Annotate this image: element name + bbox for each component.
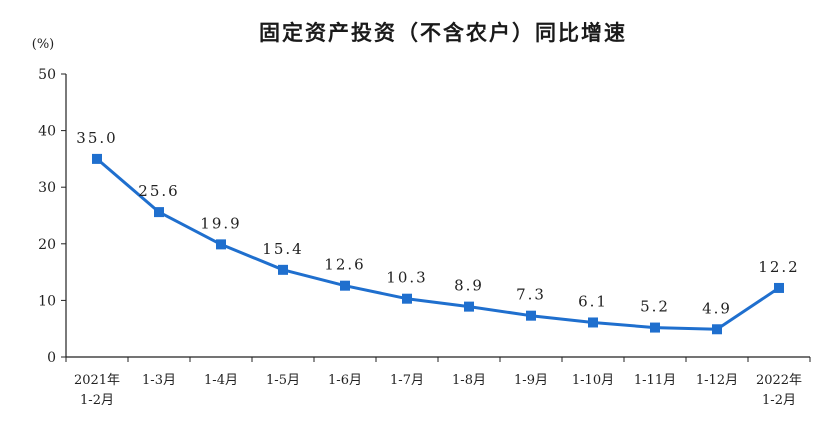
axes	[65, 74, 810, 358]
data-point-marker	[92, 153, 102, 164]
x-tick-label-line: 1-8月	[452, 373, 486, 388]
x-tick-label-line: 1-12月	[696, 373, 738, 388]
x-tick-label: 1-9月	[514, 373, 548, 388]
x-tick-label-line: 1-2月	[762, 393, 796, 408]
data-labels: 35.0 25.6 19.9 15.4 12.6 10.3 8.9 7.3 6.1 5.2 4.9 1…	[76, 129, 799, 317]
x-tick-label: 1-3月	[142, 373, 176, 388]
data-point-marker	[526, 310, 536, 321]
data-label: 6.1	[578, 292, 608, 310]
data-label: 25.6	[138, 182, 179, 200]
data-point-marker	[278, 264, 288, 275]
y-tick-label: 50	[38, 67, 56, 83]
x-tick-label-line: 1-3月	[142, 373, 176, 388]
y-tick-label: 30	[38, 180, 56, 196]
data-label: 35.0	[76, 129, 117, 147]
data-label: 19.9	[200, 214, 241, 232]
data-points	[92, 153, 784, 335]
y-tick-label: 40	[38, 124, 56, 140]
data-label: 12.2	[758, 258, 799, 276]
x-tick-label: 1-5月	[266, 373, 300, 388]
data-point-marker	[650, 322, 660, 333]
x-tick-label: 1-12月	[696, 373, 738, 388]
data-point-marker	[402, 293, 412, 304]
series-line	[95, 157, 781, 331]
data-label: 5.2	[640, 298, 670, 316]
x-tick-label-line: 2022年	[756, 373, 802, 388]
x-axis-ticks: 2021年 1-2月 1-3月 1-4月 1-5月 1-6月 1-7月 1-8月 1-9月 1-1…	[65, 357, 811, 408]
x-tick-label: 1-4月	[204, 373, 238, 388]
x-tick-label-line: 2021年	[74, 373, 120, 388]
data-label: 7.3	[516, 286, 546, 304]
data-label: 8.9	[454, 277, 484, 295]
y-tick-label: 0	[47, 350, 56, 366]
data-point-marker	[588, 317, 598, 328]
x-tick-label: 2021年 1-2月	[74, 373, 120, 408]
x-tick-label-line: 1-11月	[634, 373, 676, 388]
x-tick-label: 1-11月	[634, 373, 676, 388]
x-tick-label: 1-6月	[328, 373, 362, 388]
y-axis-unit-label: (%)	[32, 37, 55, 52]
x-tick-label-line: 1-7月	[390, 373, 424, 388]
x-tick-label-line: 1-2月	[80, 393, 114, 408]
x-tick-label: 1-8月	[452, 373, 486, 388]
data-point-marker	[216, 239, 226, 250]
x-tick-label: 2022年 1-2月	[756, 373, 802, 408]
data-label: 4.9	[702, 299, 732, 317]
data-point-marker	[154, 207, 164, 218]
chart-title: 固定资产投资（不含农户）同比增速	[259, 21, 627, 45]
y-tick-label: 20	[38, 237, 56, 253]
data-point-marker	[464, 301, 474, 312]
y-axis-ticks: 0 10 20 30 40 50	[38, 67, 66, 366]
x-tick-label-line: 1-5月	[266, 373, 300, 388]
data-label: 10.3	[386, 269, 427, 287]
data-label: 12.6	[324, 256, 365, 274]
x-tick-label-line: 1-10月	[572, 373, 614, 388]
data-point-marker	[712, 324, 722, 335]
data-label: 15.4	[262, 240, 303, 258]
x-tick-label-line: 1-6月	[328, 373, 362, 388]
x-tick-label: 1-7月	[390, 373, 424, 388]
data-point-marker	[774, 282, 784, 293]
y-tick-label: 10	[38, 293, 56, 309]
x-tick-label-line: 1-9月	[514, 373, 548, 388]
x-tick-label: 1-10月	[572, 373, 614, 388]
x-tick-label-line: 1-4月	[204, 373, 238, 388]
data-point-marker	[340, 280, 350, 291]
